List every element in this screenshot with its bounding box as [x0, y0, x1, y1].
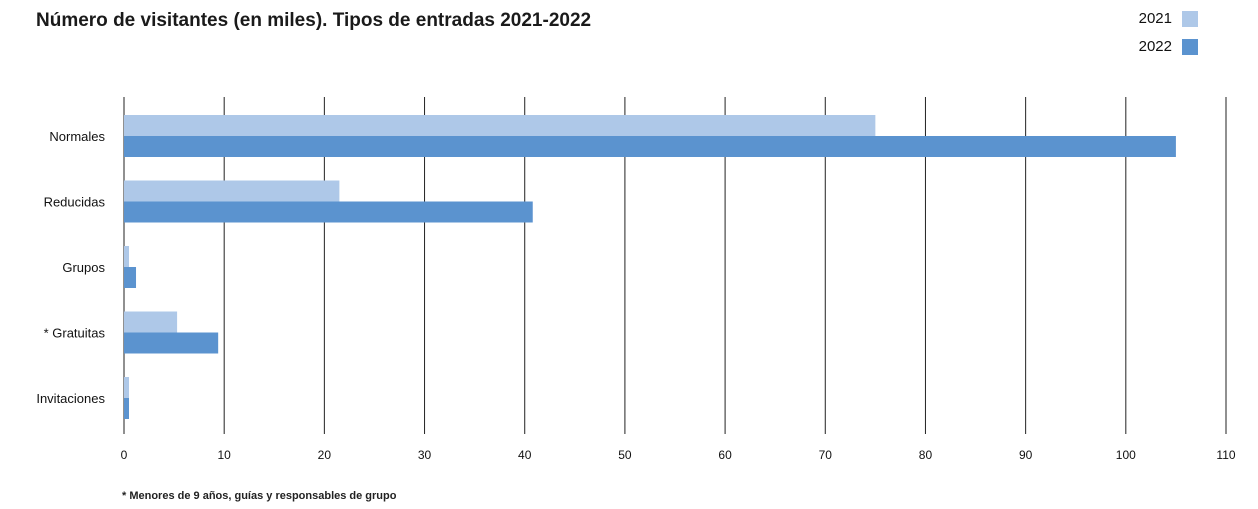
legend-label-2021: 2021 [1138, 10, 1172, 27]
legend-swatch-2021 [1182, 10, 1198, 27]
x-tick-label-20: 20 [318, 448, 332, 462]
x-tick-label-70: 70 [819, 448, 833, 462]
bar-2022-0 [124, 136, 1176, 157]
bar-2021-3 [124, 311, 178, 333]
x-tick-label-80: 80 [919, 448, 933, 462]
x-tick-label-110: 110 [1216, 448, 1235, 462]
bar-2022-1 [124, 201, 533, 223]
bar-2021-0 [124, 115, 876, 136]
legend-item-2021: 2021 [1139, 10, 1198, 27]
x-tick-label-100: 100 [1116, 448, 1136, 462]
bar-2021-1 [124, 180, 340, 202]
legend-swatch-2022 [1182, 38, 1198, 55]
x-tick-label-60: 60 [718, 448, 732, 462]
x-tick-label-40: 40 [518, 448, 532, 462]
bar-2021-4 [124, 377, 130, 398]
category-label-1: Reducidas [44, 195, 106, 210]
x-tick-label-10: 10 [218, 448, 232, 462]
bar-2022-2 [124, 267, 137, 288]
chart-title: Número de visitantes (en miles). Tipos d… [36, 10, 592, 31]
x-tick-label-30: 30 [418, 448, 432, 462]
category-label-4: Invitaciones [36, 391, 105, 406]
footnote: * Menores de 9 años, guías y responsable… [122, 490, 397, 502]
bar-2021-2 [124, 246, 130, 267]
x-tick-label-90: 90 [1019, 448, 1033, 462]
bar-2022-4 [124, 398, 130, 419]
x-tick-label-50: 50 [618, 448, 632, 462]
category-label-0: Normales [49, 129, 105, 144]
legend-item-2022: 2022 [1139, 38, 1198, 55]
category-label-3: * Gratuitas [44, 326, 106, 341]
category-label-2: Grupos [62, 260, 105, 275]
bar-2022-3 [124, 332, 219, 354]
x-tick-label-0: 0 [121, 448, 128, 462]
legend-label-2022: 2022 [1138, 38, 1172, 55]
